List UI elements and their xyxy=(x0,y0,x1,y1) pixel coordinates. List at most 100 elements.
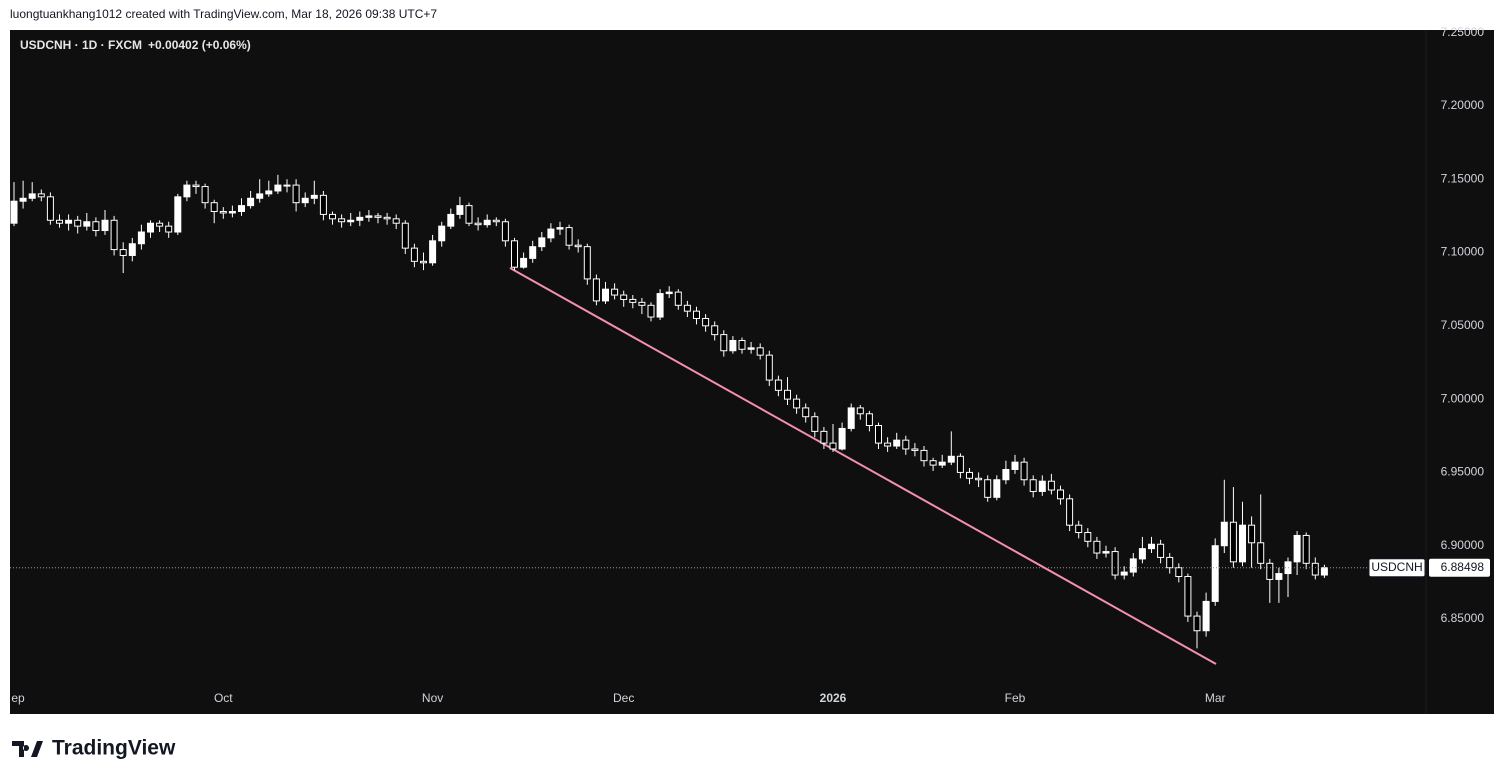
candle-body xyxy=(875,425,882,444)
candle-body xyxy=(592,278,600,302)
candle-body xyxy=(1184,575,1192,617)
candle-body xyxy=(847,407,855,429)
candle-body xyxy=(101,219,109,232)
x-tick-label: Mar xyxy=(1205,691,1226,705)
x-tick-label: Oct xyxy=(214,691,233,705)
candle-body xyxy=(702,317,710,327)
candle-body xyxy=(574,244,582,248)
x-tick-label: Nov xyxy=(422,691,443,705)
candle-body xyxy=(838,427,846,450)
candle-body xyxy=(1175,567,1183,577)
candle-body xyxy=(165,225,173,233)
plot: 6.85000 6.90000 6.95000 7.00000 7.05000 7.100… xyxy=(10,25,1490,705)
candle-body xyxy=(738,339,746,350)
candle-body xyxy=(83,221,91,227)
candle-body xyxy=(966,471,973,479)
candle-body xyxy=(711,325,719,336)
candle-body xyxy=(46,196,54,221)
candle-body xyxy=(993,479,1001,498)
candle-body xyxy=(1166,556,1174,569)
candle-body xyxy=(174,196,182,233)
candle-body xyxy=(74,219,82,227)
candle-body xyxy=(19,197,27,202)
candle-body xyxy=(565,227,573,246)
candle-body xyxy=(820,430,828,444)
candle-body xyxy=(1202,600,1210,632)
candle-body xyxy=(492,219,500,223)
candle-body xyxy=(1311,562,1319,576)
candle-body xyxy=(947,455,955,463)
price-tag: 6.88498 xyxy=(1441,560,1485,574)
y-tick-label: 6.90000 xyxy=(1441,538,1485,552)
candle-body xyxy=(1029,479,1037,492)
candle-body xyxy=(119,249,127,256)
candle-body xyxy=(511,240,518,268)
candle-body xyxy=(447,213,455,227)
candle-body xyxy=(729,339,737,352)
candle-body xyxy=(338,218,346,223)
candle-body xyxy=(765,354,773,381)
candle-body xyxy=(1038,480,1046,492)
candle-body xyxy=(501,221,509,242)
candle-body xyxy=(1248,524,1256,544)
candle-body xyxy=(938,461,946,466)
candle-body xyxy=(1320,567,1328,576)
header-text: luongtuankhang1012 created with TradingV… xyxy=(10,7,437,21)
candle-body xyxy=(192,184,200,188)
candle-body xyxy=(547,228,555,239)
y-tick-label: 6.85000 xyxy=(1441,611,1485,625)
candle-body xyxy=(802,407,810,418)
candle-body xyxy=(1002,468,1010,481)
candle-body xyxy=(283,184,291,187)
candle-body xyxy=(1157,543,1165,558)
y-tick-label: 6.95000 xyxy=(1441,465,1485,479)
candle-body xyxy=(893,439,901,447)
candle-body xyxy=(538,237,546,248)
candle-body xyxy=(884,442,892,447)
candle-body xyxy=(556,227,564,230)
candle-body xyxy=(784,389,791,400)
candle-body xyxy=(356,216,364,221)
candle-body xyxy=(429,240,437,264)
candle-body xyxy=(247,197,255,207)
candle-body xyxy=(37,193,45,198)
candle-body xyxy=(1011,461,1019,470)
candle-body xyxy=(1220,521,1228,547)
y-tick-label: 7.10000 xyxy=(1441,245,1485,259)
candle-body xyxy=(683,304,691,312)
candle-body xyxy=(611,288,619,296)
y-tick-label: 7.15000 xyxy=(1441,171,1485,185)
trend-line xyxy=(509,267,1217,665)
candle-body xyxy=(474,222,482,226)
candle-body xyxy=(1211,545,1219,602)
candle-body xyxy=(147,222,154,233)
candle-body xyxy=(620,294,628,300)
candle-body xyxy=(647,304,655,318)
candle-body xyxy=(1066,498,1074,526)
candle-body xyxy=(1057,489,1064,500)
candle-body xyxy=(756,347,764,356)
candle-body xyxy=(401,222,409,249)
candle-body xyxy=(520,257,528,268)
candle-body xyxy=(984,479,992,498)
candle-body xyxy=(1302,534,1310,564)
candle-body xyxy=(1257,542,1265,564)
candle-body xyxy=(720,334,728,352)
x-tick-label: ep xyxy=(11,691,25,705)
candle-body xyxy=(583,246,591,280)
candle-body xyxy=(228,210,236,214)
candle-body xyxy=(110,219,118,251)
price-change: +0.00402 (+0.06%) xyxy=(148,38,251,52)
candle-body xyxy=(1120,571,1128,576)
candle-body xyxy=(856,407,864,415)
candle-body xyxy=(319,194,327,215)
candle-body xyxy=(365,215,373,218)
candle-body xyxy=(438,225,446,242)
candle-body xyxy=(420,260,427,264)
y-tick-label: 7.25000 xyxy=(1441,25,1485,39)
candle-body xyxy=(1047,480,1055,491)
candle-body xyxy=(1266,562,1274,580)
candle-body xyxy=(1111,551,1119,576)
